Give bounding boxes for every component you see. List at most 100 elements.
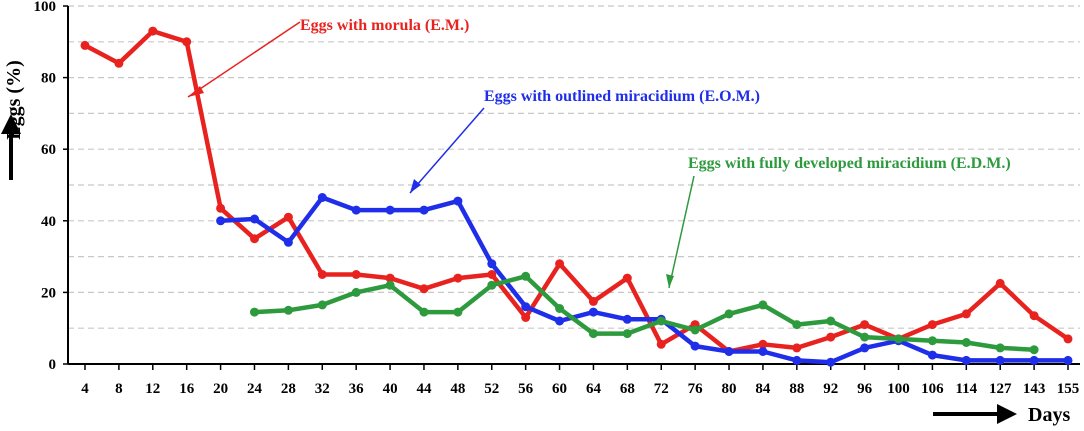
series-point-1 xyxy=(317,193,327,202)
annotations: Eggs with morula (E.M.) Eggs with outlin… xyxy=(187,17,1011,289)
series-point-1 xyxy=(724,347,734,356)
series-point-0 xyxy=(182,37,192,47)
y-tick-label: 40 xyxy=(41,214,56,230)
series-line-1 xyxy=(218,195,1071,365)
series-point-2 xyxy=(283,305,293,315)
x-axis-label: Days xyxy=(1028,404,1070,426)
x-tick-label: 12 xyxy=(145,381,160,397)
x-tick-label: 106 xyxy=(921,381,944,397)
series-point-2 xyxy=(690,325,700,335)
series-point-0 xyxy=(114,58,124,68)
annotation-eom-arrow xyxy=(409,107,485,194)
series-point-0 xyxy=(80,40,90,50)
series-point-2 xyxy=(724,309,734,319)
series-point-2 xyxy=(860,332,870,342)
x-tick-label: 143 xyxy=(1023,381,1046,397)
series-point-0 xyxy=(351,270,361,279)
annotation-em: Eggs with morula (E.M.) xyxy=(300,17,469,34)
series-point-0 xyxy=(148,26,158,36)
annotation-em-arrowhead xyxy=(188,86,204,97)
series-point-1 xyxy=(1029,355,1039,365)
series-point-2 xyxy=(385,280,395,290)
series-point-1 xyxy=(555,316,565,326)
series-point-1 xyxy=(758,347,768,356)
series-point-0 xyxy=(656,339,666,349)
series-point-2 xyxy=(758,300,768,310)
x-tick-labels: 4 8 12 16 20 24 28 32 36 40 44 48 52 56 60 64 68 72 76 80 84… xyxy=(81,364,1079,397)
x-tick-label: 8 xyxy=(115,381,123,397)
series-point-1 xyxy=(690,341,700,351)
series-point-0 xyxy=(487,270,497,279)
series-point-1 xyxy=(622,314,632,324)
x-tick-label: 76 xyxy=(688,381,704,397)
x-tick-label: 36 xyxy=(349,381,365,397)
x-tick-label: 72 xyxy=(654,381,669,397)
series-point-1 xyxy=(961,355,971,365)
series-point-1 xyxy=(487,259,497,269)
series-point-0 xyxy=(1029,311,1039,321)
x-tick-label: 127 xyxy=(989,381,1012,397)
x-tick-label: 60 xyxy=(552,381,567,397)
series-point-1 xyxy=(995,355,1005,365)
series-point-0 xyxy=(453,273,463,283)
x-tick-label: 24 xyxy=(247,381,263,397)
y-tick-label: 20 xyxy=(41,285,56,301)
x-tick-label: 16 xyxy=(179,381,195,397)
y-axis-label: Eggs (%) xyxy=(3,60,25,139)
series-point-2 xyxy=(1029,345,1039,355)
series-point-0 xyxy=(419,284,429,294)
series-point-2 xyxy=(351,287,361,297)
gridlines xyxy=(68,5,1080,329)
series-point-0 xyxy=(622,273,632,283)
x-tick-label: 88 xyxy=(789,381,804,397)
axes xyxy=(67,6,1080,365)
x-tick-label: 64 xyxy=(586,381,602,397)
x-tick-label: 48 xyxy=(450,381,465,397)
y-tick-labels: 0 20 40 60 80 100 xyxy=(34,0,68,373)
x-tick-label: 28 xyxy=(281,381,296,397)
series-point-1 xyxy=(351,205,361,215)
x-tick-label: 40 xyxy=(383,381,398,397)
x-tick-label: 100 xyxy=(887,381,910,397)
series-line-0 xyxy=(82,28,1071,354)
series-point-0 xyxy=(860,320,870,330)
series-point-0 xyxy=(283,212,293,222)
series-point-0 xyxy=(216,203,226,213)
series-point-2 xyxy=(487,280,497,290)
axis-labels: Eggs (%) Days xyxy=(0,60,1070,426)
series-point-1 xyxy=(216,216,226,226)
series-line-2 xyxy=(252,274,1037,352)
series-point-1 xyxy=(385,205,395,215)
series-point-2 xyxy=(317,300,327,310)
annotation-edm-arrowhead xyxy=(666,274,674,288)
series-point-0 xyxy=(995,278,1005,288)
y-tick-label: 60 xyxy=(41,142,56,158)
x-tick-label: 80 xyxy=(722,381,737,397)
series-point-0 xyxy=(961,309,971,319)
series-point-2 xyxy=(792,320,802,330)
series-point-0 xyxy=(1063,334,1073,344)
series-point-2 xyxy=(521,271,531,281)
y-tick-label: 0 xyxy=(49,357,57,373)
x-tick-label: 52 xyxy=(484,381,499,397)
series-point-0 xyxy=(826,332,836,342)
series-point-1 xyxy=(250,214,259,224)
series-point-2 xyxy=(995,343,1005,353)
x-tick-label: 4 xyxy=(81,381,89,397)
y-tick-label: 100 xyxy=(34,0,57,15)
series-point-1 xyxy=(826,357,836,367)
x-tick-label: 20 xyxy=(213,381,228,397)
series-point-0 xyxy=(792,343,802,353)
series-point-2 xyxy=(826,316,836,326)
annotation-edm: Eggs with fully developed miracidium (E.… xyxy=(688,155,1011,172)
series-point-1 xyxy=(860,343,870,353)
series-point-1 xyxy=(453,196,463,206)
series-point-0 xyxy=(927,320,937,330)
x-tick-label: 68 xyxy=(620,381,635,397)
series-point-1 xyxy=(419,205,429,215)
series-point-2 xyxy=(961,338,971,347)
annotation-em-arrow xyxy=(187,21,301,98)
annotation-edm-arrow xyxy=(668,175,695,289)
series-point-2 xyxy=(588,329,598,339)
